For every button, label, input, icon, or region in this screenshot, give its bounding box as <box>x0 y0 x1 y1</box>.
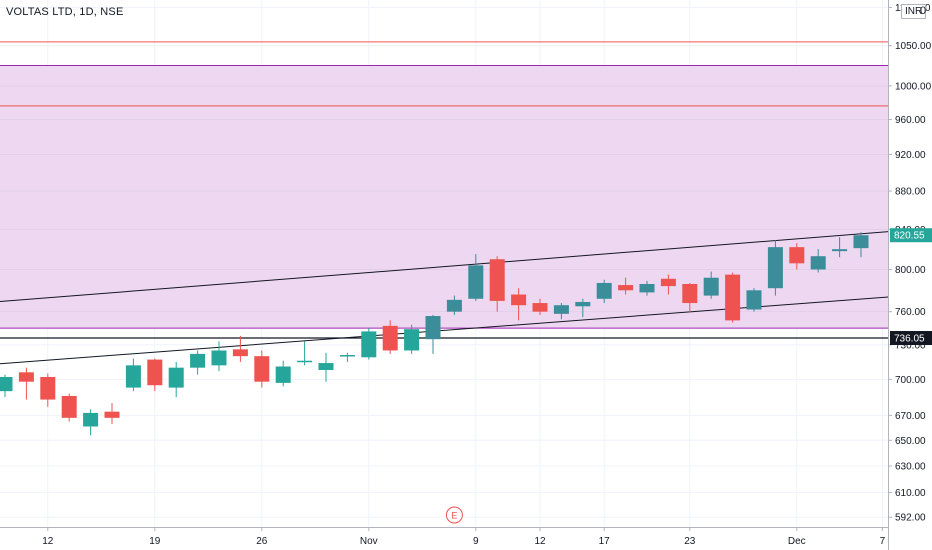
currency-label[interactable]: INR <box>901 4 927 19</box>
candle-body[interactable] <box>810 256 826 270</box>
time-tick-label: Dec <box>788 536 806 547</box>
time-axis[interactable] <box>0 527 888 550</box>
last-price-label: 820.55 <box>894 231 925 242</box>
candle-body[interactable] <box>83 412 99 427</box>
candle-body[interactable] <box>190 353 206 368</box>
price-tick-label: 650.00 <box>895 436 926 447</box>
price-tick-label: 630.00 <box>895 462 926 473</box>
candle-body[interactable] <box>339 355 355 357</box>
candle-body[interactable] <box>382 325 398 351</box>
time-tick-label: 7 <box>880 536 886 547</box>
candle-body[interactable] <box>211 350 227 366</box>
price-tick-label: 592.00 <box>895 513 926 524</box>
candle-body[interactable] <box>318 363 334 370</box>
candle-body[interactable] <box>361 331 377 358</box>
candle-body[interactable] <box>767 247 783 289</box>
candle-body[interactable] <box>275 366 291 383</box>
time-tick-label: 12 <box>42 536 54 547</box>
candle-body[interactable] <box>404 329 420 351</box>
candle-body[interactable] <box>596 282 612 299</box>
last-price-tag[interactable] <box>890 228 932 243</box>
time-tick-label: 9 <box>473 536 479 547</box>
candle-body[interactable] <box>832 249 848 252</box>
candle-body[interactable] <box>125 365 141 388</box>
price-tick-label: 670.00 <box>895 411 926 422</box>
symbol-title: VOLTAS LTD, 1D, NSE <box>6 6 124 18</box>
candle-body[interactable] <box>297 360 313 363</box>
candle-body[interactable] <box>446 299 462 312</box>
candle-body[interactable] <box>511 294 527 306</box>
trendline[interactable] <box>0 296 894 365</box>
candle-body[interactable] <box>682 283 698 304</box>
price-tick-label: 800.00 <box>895 265 926 276</box>
time-tick-label: 19 <box>149 536 161 547</box>
candle-body[interactable] <box>147 359 163 386</box>
candle-body[interactable] <box>40 376 56 400</box>
candle-body[interactable] <box>789 247 805 264</box>
time-tick-label: Nov <box>360 536 378 547</box>
scale-settings-icon[interactable]: 0 <box>920 5 927 17</box>
candle-body[interactable] <box>703 277 719 296</box>
candle-body[interactable] <box>532 303 548 312</box>
candle-body[interactable] <box>232 349 248 357</box>
candle-body[interactable] <box>168 367 184 388</box>
trendline[interactable] <box>0 230 894 303</box>
candle-body[interactable] <box>104 411 120 418</box>
candle-body[interactable] <box>725 274 741 321</box>
price-zone[interactable] <box>0 65 888 329</box>
candle-body[interactable] <box>639 283 655 293</box>
candle-body[interactable] <box>618 285 634 291</box>
time-tick-label: 23 <box>684 536 696 547</box>
candle-body[interactable] <box>61 395 77 418</box>
price-axis[interactable] <box>888 0 932 550</box>
earnings-marker-label: E <box>451 511 457 521</box>
level-price-tag[interactable] <box>890 331 932 346</box>
price-tick-label: 960.00 <box>895 115 926 126</box>
price-tick-label: 610.00 <box>895 488 926 499</box>
price-tick-label: 760.00 <box>895 307 926 318</box>
time-tick-label: 17 <box>599 536 611 547</box>
earnings-marker-icon[interactable] <box>445 506 463 524</box>
price-tick-label: 700.00 <box>895 375 926 386</box>
price-tick-label: 880.00 <box>895 187 926 198</box>
candle-body[interactable] <box>254 356 270 382</box>
candle-body[interactable] <box>746 290 762 310</box>
time-tick-label: 26 <box>256 536 268 547</box>
candle-body[interactable] <box>468 265 484 299</box>
price-tick-label: 920.00 <box>895 150 926 161</box>
candle-body[interactable] <box>575 301 591 307</box>
price-tick-label: 730.00 <box>895 340 926 351</box>
candle-body[interactable] <box>553 305 569 314</box>
time-tick-label: 12 <box>534 536 546 547</box>
candle-body[interactable] <box>18 372 34 382</box>
candle-body[interactable] <box>0 376 13 392</box>
candle-body[interactable] <box>660 278 676 287</box>
price-tick-label: 1000.00 <box>895 81 932 92</box>
candle-body[interactable] <box>853 235 869 249</box>
level-price-label: 736.05 <box>894 334 925 345</box>
price-tick-label: 1050.00 <box>895 41 932 52</box>
candle-body[interactable] <box>489 259 505 301</box>
candle-body[interactable] <box>425 316 441 340</box>
